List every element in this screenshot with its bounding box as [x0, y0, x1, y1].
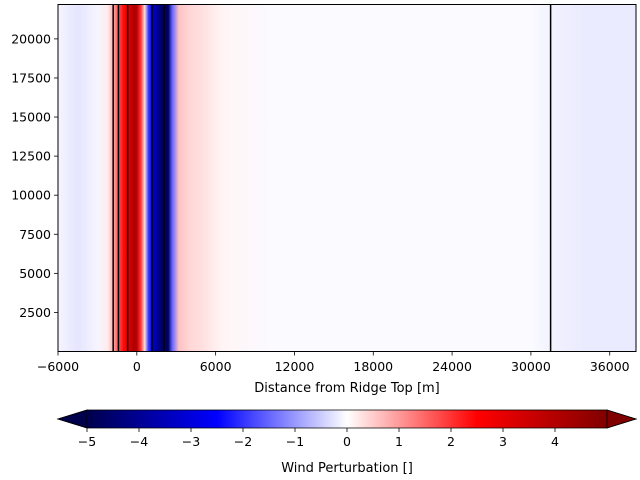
- y-tick-label: 17500: [11, 70, 51, 85]
- colorbar: −5 −4 −3 −2 −1 0 1 2 3 4 Wind Perturbation []: [56, 409, 638, 476]
- x-tick-label: 6000: [200, 359, 232, 374]
- colorbar-body: [87, 410, 607, 428]
- plot-frame: [57, 4, 637, 352]
- x-tick-label: −6000: [37, 359, 79, 374]
- y-tick-label: 10000: [11, 188, 51, 203]
- x-tick-label: 0: [133, 359, 141, 374]
- colorbar-tick-label: 4: [551, 434, 559, 449]
- colorbar-label: Wind Perturbation []: [281, 461, 413, 476]
- x-axis-label: Distance from Ridge Top [m]: [254, 381, 440, 396]
- x-tick-label: 24000: [432, 359, 472, 374]
- colorbar-ticks: −5 −4 −3 −2 −1 0 1 2 3 4: [78, 428, 559, 449]
- plot-area: [57, 4, 637, 352]
- y-tick-label: 12500: [11, 149, 51, 164]
- y-axis: 2500 5000 7500 10000 12500 15000 17500 20000: [11, 31, 58, 320]
- x-tick-label: 30000: [511, 359, 551, 374]
- colorbar-tick-label: 2: [447, 434, 455, 449]
- x-tick-label: 18000: [353, 359, 393, 374]
- contour-lines: [112, 4, 552, 352]
- colorbar-tick-label: −3: [182, 434, 200, 449]
- heatmap-field: [58, 4, 636, 352]
- colorbar-tick-label: −5: [78, 434, 96, 449]
- colorbar-outline: [56, 409, 638, 429]
- y-tick-label: 7500: [19, 227, 51, 242]
- colorbar-tick-label: −2: [234, 434, 252, 449]
- x-tick-label: 12000: [275, 359, 315, 374]
- y-tick-label: 5000: [19, 266, 51, 281]
- y-tick-label: 15000: [11, 110, 51, 125]
- y-tick-label: 20000: [11, 31, 51, 46]
- x-tick-label: 36000: [590, 359, 630, 374]
- colorbar-tick-label: 0: [343, 434, 351, 449]
- colorbar-extend-low: [56, 409, 88, 429]
- x-axis: −6000 0 6000 12000 18000 24000 30000 36000: [37, 351, 630, 374]
- colorbar-tick-label: 1: [395, 434, 403, 449]
- colorbar-tick-label: −1: [286, 434, 304, 449]
- y-tick-label: 2500: [19, 305, 51, 320]
- colorbar-tick-label: −4: [130, 434, 148, 449]
- colorbar-tick-label: 3: [499, 434, 507, 449]
- colorbar-extend-high: [606, 409, 638, 429]
